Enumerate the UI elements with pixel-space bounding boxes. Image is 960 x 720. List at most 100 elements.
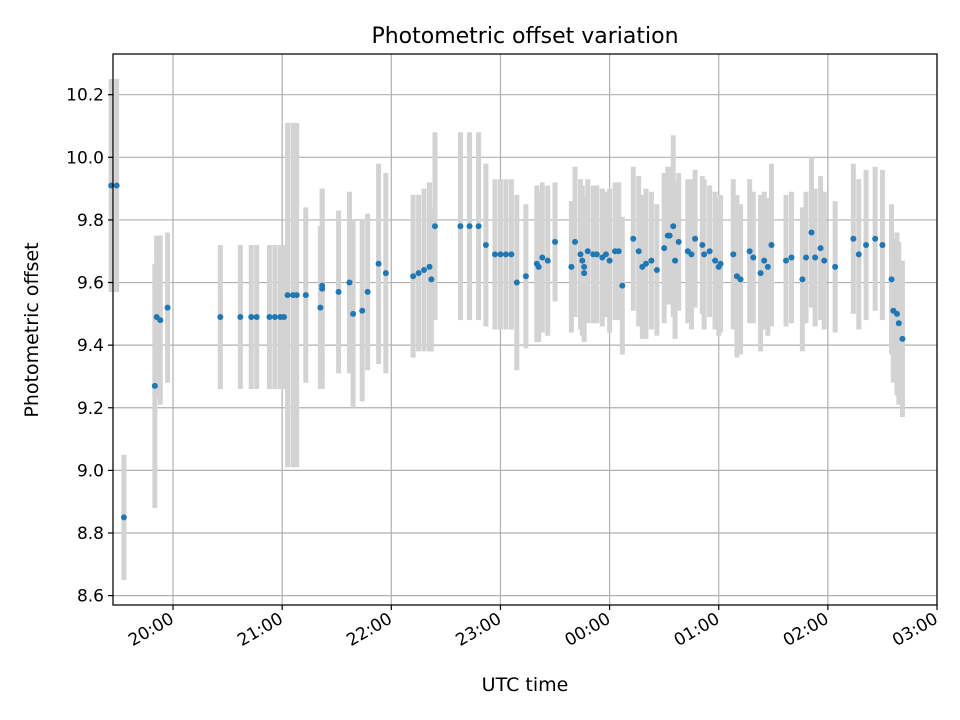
data-point (812, 254, 819, 261)
y-tick-label: 10.0 (66, 148, 104, 168)
data-point (317, 304, 324, 311)
data-point (522, 273, 529, 280)
data-point (421, 267, 428, 274)
data-point (466, 223, 473, 230)
data-point (491, 251, 498, 258)
data-point (863, 241, 870, 248)
data-point (253, 313, 260, 320)
y-axis: 8.6 8.8 9.0 9.2 9.4 9.6 9.8 10.0 10.2 (66, 86, 113, 607)
data-point (302, 292, 309, 299)
data-point (113, 182, 120, 189)
plot-frame (112, 53, 938, 606)
data-point (415, 270, 422, 277)
data-point (584, 248, 591, 255)
data-point (855, 251, 862, 258)
data-point (661, 245, 668, 252)
data-point (712, 257, 719, 264)
data-point (579, 257, 586, 264)
data-point (266, 313, 273, 320)
data-point (581, 263, 588, 270)
y-tick-label: 9.8 (77, 211, 104, 231)
data-point (888, 276, 895, 283)
data-point (675, 238, 682, 245)
data-point (799, 276, 806, 283)
chart-title: Photometric offset variation (371, 24, 678, 49)
data-point (539, 254, 546, 261)
data-point (513, 279, 520, 286)
data-point (757, 270, 764, 277)
data-point (475, 223, 482, 230)
y-tick-label: 10.2 (66, 86, 104, 106)
data-point (648, 257, 655, 264)
data-point (568, 263, 575, 270)
data-point (615, 248, 622, 255)
data-point (879, 241, 886, 248)
data-point (768, 241, 775, 248)
data-point (761, 257, 768, 264)
data-point (808, 229, 815, 236)
data-point (602, 251, 609, 258)
data-point (746, 248, 753, 255)
data-point (717, 260, 724, 267)
data-point (688, 251, 695, 258)
y-tick-label: 9.2 (77, 399, 104, 419)
data-point (653, 267, 660, 274)
data-point (364, 288, 371, 295)
data-point (670, 223, 677, 230)
data-point (630, 235, 637, 242)
data-point (502, 251, 509, 258)
data-point (692, 235, 699, 242)
y-tick-label: 8.8 (77, 524, 104, 544)
data-point (497, 251, 504, 258)
data-point (248, 313, 255, 320)
data-point (706, 248, 713, 255)
data-point (572, 238, 579, 245)
data-point (764, 263, 771, 270)
data-point (899, 335, 906, 342)
data-point (788, 254, 795, 261)
data-point (832, 263, 839, 270)
data-point (237, 313, 244, 320)
data-point (382, 270, 389, 277)
data-point (872, 235, 879, 242)
data-point (577, 251, 584, 258)
data-point (410, 273, 417, 280)
data-point (457, 223, 464, 230)
data-point (535, 263, 542, 270)
data-point (544, 257, 551, 264)
data-point (346, 279, 353, 286)
data-point (280, 313, 287, 320)
data-point (699, 241, 706, 248)
data-point (606, 257, 613, 264)
data-point (803, 254, 810, 261)
data-point (581, 270, 588, 277)
data-point (593, 251, 600, 258)
data-point (293, 292, 300, 299)
data-point (151, 382, 158, 389)
data-point (426, 263, 433, 270)
data-point (428, 276, 435, 283)
data-point (817, 245, 824, 252)
data-point (895, 320, 902, 327)
data-point (701, 251, 708, 258)
data-point (635, 248, 642, 255)
data-point (666, 232, 673, 239)
data-point (783, 257, 790, 264)
data-point (893, 310, 900, 317)
data-point (552, 238, 559, 245)
y-tick-label: 9.0 (77, 461, 104, 481)
data-point (359, 307, 366, 314)
data-point (120, 514, 127, 521)
data-point (350, 310, 357, 317)
data-point (737, 276, 744, 283)
data-point (284, 292, 291, 299)
data-point (271, 313, 278, 320)
data-point (508, 251, 515, 258)
y-tick-label: 9.6 (77, 274, 104, 294)
data-point (482, 241, 489, 248)
data-point (157, 317, 164, 324)
x-axis-label: UTC time (482, 674, 569, 696)
data-point (431, 223, 438, 230)
data-point (642, 260, 649, 267)
